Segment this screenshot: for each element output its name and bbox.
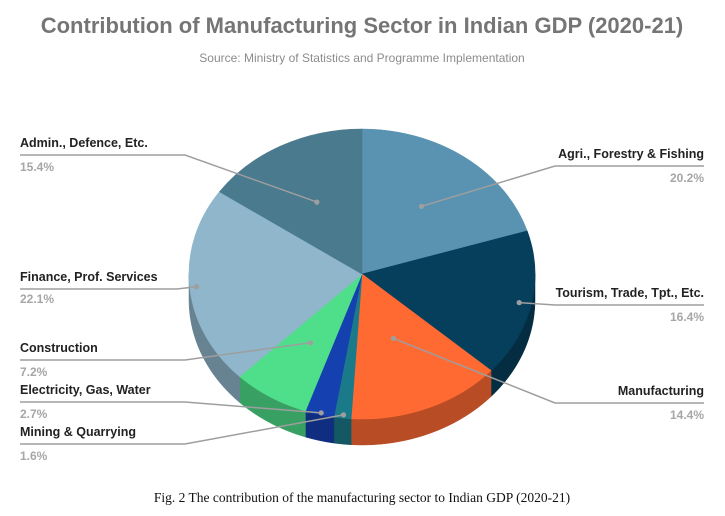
slice-label-electricity-gas-water: Electricity, Gas, Water — [20, 383, 151, 397]
figure-caption: Fig. 2 The contribution of the manufactu… — [154, 490, 570, 505]
slice-agri-forestry-fishing — [361, 128, 528, 275]
leader-line-electricity-gas-water — [20, 401, 322, 414]
slice-value-manufacturing: 14.4% — [670, 408, 704, 422]
leader-line-manufacturing — [393, 337, 704, 404]
leader-line-construction — [20, 342, 311, 361]
chart-title: Contribution of Manufacturing Sector in … — [41, 13, 684, 38]
slice-value-agri-forestry-fishing: 20.2% — [670, 171, 704, 185]
leader-line-admin-defence-etc — [20, 154, 318, 203]
slice-side-mining-quarrying — [333, 416, 352, 445]
slice-label-manufacturing: Manufacturing — [618, 384, 704, 398]
slice-value-electricity-gas-water: 2.7% — [20, 407, 48, 421]
slice-label-admin-defence-etc: Admin., Defence, Etc. — [20, 136, 148, 150]
slice-manufacturing — [350, 273, 492, 420]
slice-label-mining-quarrying: Mining & Quarrying — [20, 425, 136, 439]
slice-label-tourism-trade-tpt-etc: Tourism, Trade, Tpt., Etc. — [556, 286, 704, 300]
slice-tourism-trade-tpt-etc — [361, 230, 536, 371]
slice-value-construction: 7.2% — [20, 365, 48, 379]
slice-label-agri-forestry-fishing: Agri., Forestry & Fishing — [558, 147, 704, 161]
chart-subtitle: Source: Ministry of Statistics and Progr… — [199, 51, 524, 65]
leader-lines — [20, 154, 704, 445]
pie-slices — [188, 128, 536, 446]
leader-line-tourism-trade-tpt-etc — [519, 301, 704, 306]
slice-label-finance-prof-services: Finance, Prof. Services — [20, 270, 158, 284]
leader-line-finance-prof-services — [20, 285, 197, 290]
slice-label-construction: Construction — [20, 341, 98, 355]
slice-value-mining-quarrying: 1.6% — [20, 449, 48, 463]
slice-value-admin-defence-etc: 15.4% — [20, 160, 54, 174]
slice-value-finance-prof-services: 22.1% — [20, 292, 54, 306]
slice-labels: Agri., Forestry & Fishing 20.2% Tourism, T… — [20, 136, 704, 463]
slice-value-tourism-trade-tpt-etc: 16.4% — [670, 310, 704, 324]
leader-line-mining-quarrying — [20, 414, 344, 445]
slice-admin-defence-etc — [219, 128, 363, 275]
leader-line-agri-forestry-fishing — [421, 165, 704, 208]
